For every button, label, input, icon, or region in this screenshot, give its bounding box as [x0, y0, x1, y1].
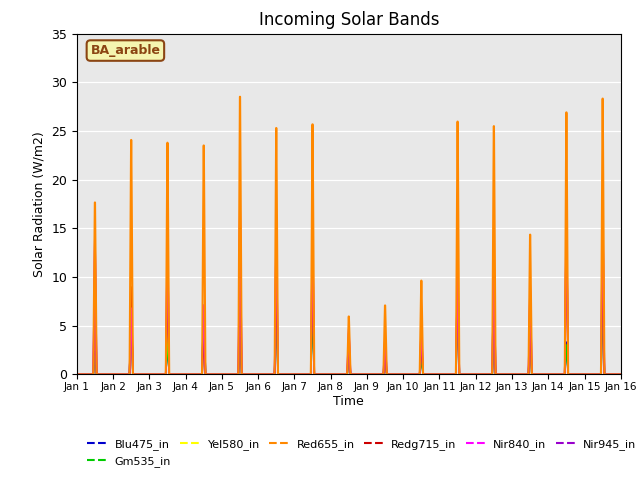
X-axis label: Time: Time: [333, 395, 364, 408]
Legend: Blu475_in, Gm535_in, Yel580_in, Red655_in, Redg715_in, Nir840_in, Nir945_in: Blu475_in, Gm535_in, Yel580_in, Red655_i…: [83, 435, 640, 471]
Text: BA_arable: BA_arable: [90, 44, 161, 57]
Title: Incoming Solar Bands: Incoming Solar Bands: [259, 11, 439, 29]
Y-axis label: Solar Radiation (W/m2): Solar Radiation (W/m2): [33, 131, 45, 277]
